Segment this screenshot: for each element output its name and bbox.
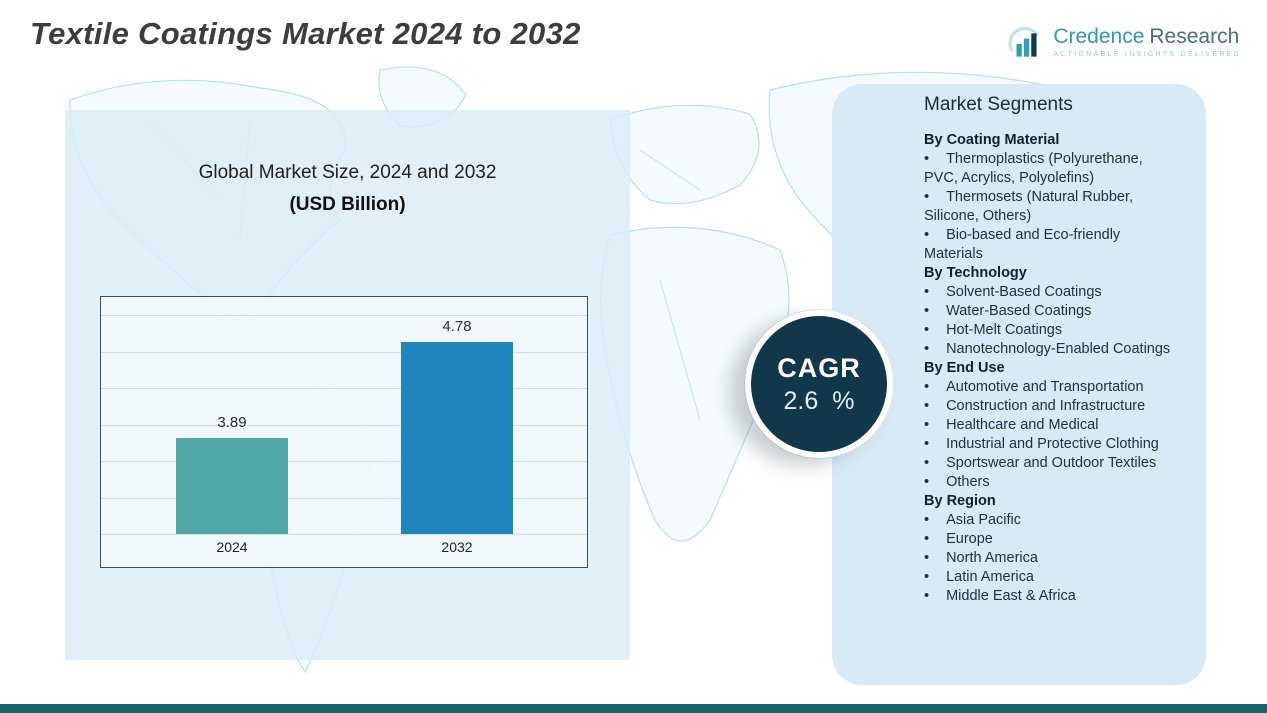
segment-item: • North America — [924, 549, 1180, 568]
segment-item: • Nanotechnology-Enabled Coatings — [924, 340, 1180, 359]
bullet-icon: • — [924, 303, 930, 319]
gridline — [101, 424, 587, 426]
segment-item: • Hot-Melt Coatings — [924, 321, 1180, 340]
credence-logo-text: Credence Research Actionable Insights Del… — [1053, 26, 1241, 59]
segment-item-label: Hot-Melt Coatings — [946, 322, 1063, 338]
segment-item-label: Industrial and Protective Clothing — [946, 436, 1159, 452]
cagr-badge: CAGR 2.6 % — [745, 310, 893, 458]
segment-item-label: Automotive and Transportation — [946, 379, 1144, 395]
chart-subtitle: (USD Billion) — [289, 194, 406, 215]
gridline — [101, 315, 587, 316]
chart-panel: Global Market Size, 2024 and 2032 (USD B… — [65, 110, 630, 660]
segment-group-heading: By Coating Material — [924, 132, 1060, 148]
credence-logo: Credence Research Actionable Insights Del… — [1007, 26, 1241, 64]
bar-plot: 3.89 2024 4.78 2032 — [101, 297, 587, 567]
logo-name-primary: Credence — [1053, 25, 1145, 48]
page-title: Textile Coatings Market 2024 to 2032 — [30, 16, 581, 51]
segment-item-label: North America — [946, 550, 1038, 566]
bar-2024 — [176, 438, 288, 534]
bar-2032 — [401, 342, 513, 534]
bullet-icon: • — [924, 151, 930, 167]
segment-item-label: Construction and Infrastructure — [946, 398, 1146, 414]
market-segments-panel: Market Segments By Coating Material • Ther… — [832, 84, 1206, 685]
continent-europe — [609, 104, 760, 205]
segment-item-label: Latin America — [946, 569, 1034, 585]
bar-chart: 3.89 2024 4.78 2032 — [100, 296, 588, 568]
gridline — [101, 534, 587, 535]
bullet-icon: • — [924, 284, 930, 300]
segment-group-heading: By Region — [924, 493, 996, 509]
gridline — [101, 351, 587, 353]
segment-item: • Bio-based and Eco-friendly Materials — [924, 226, 1180, 264]
segment-item-label: Middle East & Africa — [946, 588, 1076, 604]
segment-item: • Industrial and Protective Clothing — [924, 435, 1180, 454]
chart-title: Global Market Size, 2024 and 2032 — [198, 162, 497, 183]
bar-value-label: 3.89 — [217, 414, 247, 431]
segment-item-label: Thermosets (Natural Rubber, Silicone, Ot… — [924, 189, 1134, 224]
segment-item-label: Bio-based and Eco-friendly Materials — [924, 227, 1121, 262]
bar-category-label: 2024 — [216, 539, 248, 555]
segment-item-label: Others — [946, 474, 990, 490]
segment-item: • Middle East & Africa — [924, 587, 1180, 606]
segment-item: • Solvent-Based Coatings — [924, 283, 1180, 302]
bottom-accent-bar — [0, 704, 1267, 713]
segment-item-label: Nanotechnology-Enabled Coatings — [946, 341, 1171, 357]
bullet-icon: • — [924, 512, 930, 528]
logo-name: Credence Research — [1053, 26, 1241, 48]
segment-item: • Europe — [924, 530, 1180, 549]
segment-item-label: Sportswear and Outdoor Textiles — [946, 455, 1157, 471]
bullet-icon: • — [924, 379, 930, 395]
segment-item: • Asia Pacific — [924, 511, 1180, 530]
segment-item: • Automotive and Transportation — [924, 378, 1180, 397]
bullet-icon: • — [924, 189, 930, 205]
segment-item: • Latin America — [924, 568, 1180, 587]
logo-tagline: Actionable Insights Delivered — [1053, 51, 1241, 58]
segment-item-label: Asia Pacific — [946, 512, 1022, 528]
segments-title: Market Segments — [924, 94, 1073, 115]
bar-value-label: 4.78 — [442, 318, 472, 335]
segment-item-label: Water-Based Coatings — [946, 303, 1092, 319]
bullet-icon: • — [924, 341, 930, 357]
gridline — [101, 497, 587, 499]
segment-item: • Thermosets (Natural Rubber, Silicone, O… — [924, 188, 1180, 226]
segment-item-label: Thermoplastics (Polyurethane, PVC, Acryl… — [924, 151, 1143, 186]
bullet-icon: • — [924, 550, 930, 566]
segment-item: • Sportswear and Outdoor Textiles — [924, 454, 1180, 473]
gridline — [101, 461, 587, 462]
cagr-label: CAGR — [777, 352, 861, 383]
segment-item-label: Solvent-Based Coatings — [946, 284, 1102, 300]
bullet-icon: • — [924, 588, 930, 604]
bullet-icon: • — [924, 455, 930, 471]
segment-group-heading: By Technology — [924, 265, 1027, 281]
segment-item: • Water-Based Coatings — [924, 302, 1180, 321]
bullet-icon: • — [924, 436, 930, 452]
bullet-icon: • — [924, 227, 930, 243]
segment-group-heading: By End Use — [924, 360, 1005, 376]
bullet-icon: • — [924, 474, 930, 490]
segment-item-label: Healthcare and Medical — [946, 417, 1099, 433]
segment-item: • Construction and Infrastructure — [924, 397, 1180, 416]
segment-item: • Others — [924, 473, 1180, 492]
bullet-icon: • — [924, 417, 930, 433]
bullet-icon: • — [924, 322, 930, 338]
bullet-icon: • — [924, 398, 930, 414]
cagr-value: 2.6 % — [783, 386, 855, 415]
segment-item-label: Europe — [946, 531, 993, 547]
credence-logo-icon — [1008, 26, 1040, 57]
bullet-icon: • — [924, 569, 930, 585]
bullet-icon: • — [924, 531, 930, 547]
segment-item: • Healthcare and Medical — [924, 416, 1180, 435]
segment-item: • Thermoplastics (Polyurethane, PVC, Acry… — [924, 150, 1180, 188]
segments-list: By Coating Material • Thermoplastics (Poly… — [924, 131, 1180, 606]
gridline — [101, 388, 587, 389]
bar-category-label: 2032 — [441, 539, 473, 555]
logo-name-secondary: Research — [1149, 25, 1240, 48]
